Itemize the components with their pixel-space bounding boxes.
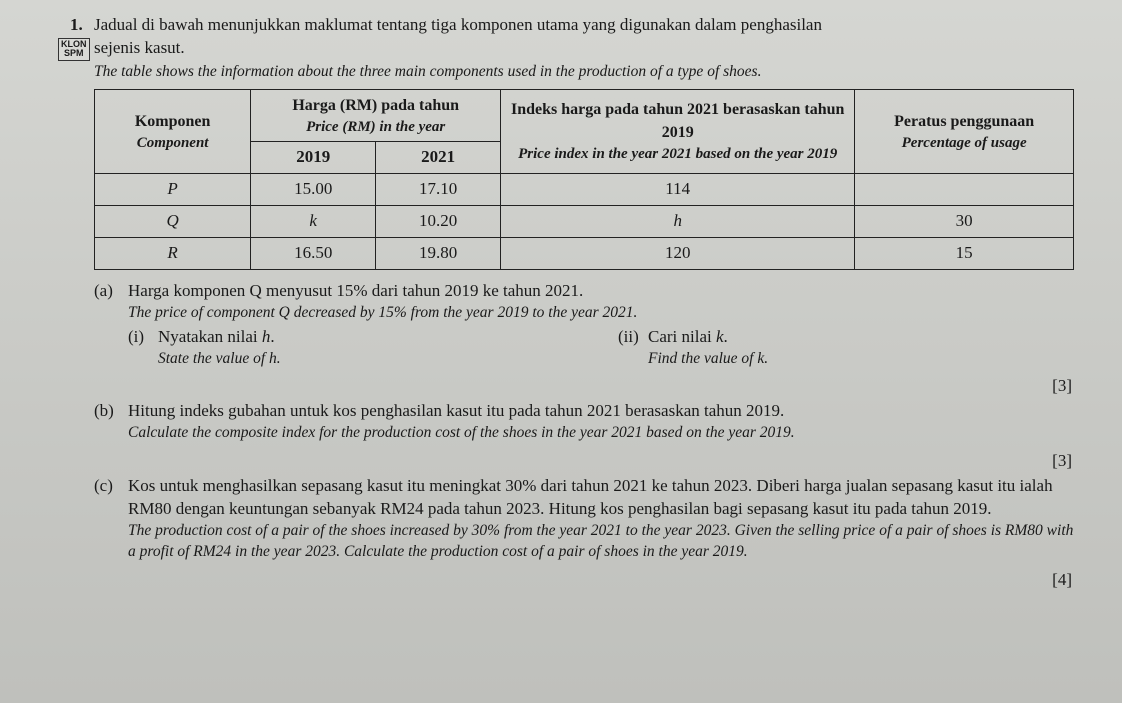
table-row: P 15.00 17.10 114 <box>95 173 1074 205</box>
cell-2019: k <box>251 205 376 237</box>
cell-index: 120 <box>501 237 855 269</box>
part-a-i: (i) Nyatakan nilai h. State the value of… <box>128 326 618 370</box>
lead-line-1: Jadual di bawah menunjukkan maklumat ten… <box>94 14 1084 37</box>
hdr-price: Harga (RM) pada tahun Price (RM) in the … <box>251 89 501 141</box>
part-a-ii-ms: Cari nilai k. <box>648 327 728 346</box>
cell-usage: 15 <box>855 237 1074 269</box>
part-a-ii-label: (ii) <box>618 326 639 349</box>
part-a-ii-en: Find the value of k. <box>648 349 1084 370</box>
hdr-usage-en: Percentage of usage <box>861 133 1067 153</box>
part-c-marks: [4] <box>94 569 1084 592</box>
table-row: R 16.50 19.80 120 15 <box>95 237 1074 269</box>
hdr-index-ms: Indeks harga pada tahun 2021 berasaskan … <box>511 101 844 141</box>
cell-index: h <box>501 205 855 237</box>
part-a: (a) Harga komponen Q menyusut 15% dari t… <box>94 280 1084 370</box>
hdr-index-en: Price index in the year 2021 based on th… <box>507 144 848 164</box>
klon-line2: SPM <box>64 48 84 58</box>
part-b-label: (b) <box>94 400 114 423</box>
part-b-marks: [3] <box>94 450 1084 473</box>
cell-2021: 17.10 <box>376 173 501 205</box>
part-a-i-en: State the value of h. <box>158 349 618 370</box>
cell-2021: 19.80 <box>376 237 501 269</box>
hdr-component: Komponen Component <box>95 89 251 173</box>
part-a-marks: [3] <box>94 375 1084 398</box>
part-b-en: Calculate the composite index for the pr… <box>128 423 1084 444</box>
hdr-component-ms: Komponen <box>135 113 211 130</box>
page: 1. Jadual di bawah menunjukkan maklumat … <box>0 0 1122 703</box>
part-a-i-label: (i) <box>128 326 144 349</box>
part-c-label: (c) <box>94 475 113 498</box>
klon-badge: KLON SPM <box>58 38 90 61</box>
hdr-component-en: Component <box>101 133 244 153</box>
hdr-usage-ms: Peratus penggunaan <box>894 113 1034 130</box>
part-b-ms: Hitung indeks gubahan untuk kos penghasi… <box>128 401 784 420</box>
part-c: (c) Kos untuk menghasilkan sepasang kasu… <box>94 475 1084 563</box>
part-b: (b) Hitung indeks gubahan untuk kos peng… <box>94 400 1084 444</box>
table-header-row-1: Komponen Component Harga (RM) pada tahun… <box>95 89 1074 141</box>
part-c-en: The production cost of a pair of the sho… <box>128 521 1084 563</box>
part-a-label: (a) <box>94 280 113 303</box>
part-a-en: The price of component Q decreased by 15… <box>128 303 1084 324</box>
cell-index: 114 <box>501 173 855 205</box>
cell-2021: 10.20 <box>376 205 501 237</box>
hdr-price-en: Price (RM) in the year <box>257 117 494 137</box>
lead-en: The table shows the information about th… <box>94 62 1084 83</box>
hdr-usage: Peratus penggunaan Percentage of usage <box>855 89 1074 173</box>
parts: (a) Harga komponen Q menyusut 15% dari t… <box>94 280 1084 592</box>
cell-comp: P <box>95 173 251 205</box>
cell-usage <box>855 173 1074 205</box>
table-row: Q k 10.20 h 30 <box>95 205 1074 237</box>
part-a-ms: Harga komponen Q menyusut 15% dari tahun… <box>128 281 583 300</box>
cell-2019: 16.50 <box>251 237 376 269</box>
cell-2019: 15.00 <box>251 173 376 205</box>
cell-comp: Q <box>95 205 251 237</box>
lead-line-2: sejenis kasut. <box>94 37 1084 60</box>
cell-usage: 30 <box>855 205 1074 237</box>
part-a-i-ms: Nyatakan nilai h. <box>158 327 275 346</box>
data-table: Komponen Component Harga (RM) pada tahun… <box>94 89 1074 270</box>
hdr-index: Indeks harga pada tahun 2021 berasaskan … <box>501 89 855 173</box>
part-a-ii: (ii) Cari nilai k. Find the value of k. <box>618 326 1084 370</box>
cell-comp: R <box>95 237 251 269</box>
part-c-ms: Kos untuk menghasilkan sepasang kasut it… <box>128 476 1053 518</box>
hdr-2021: 2021 <box>376 141 501 173</box>
hdr-price-ms: Harga (RM) pada tahun <box>292 97 459 114</box>
question-number: 1. <box>70 14 83 37</box>
hdr-2019: 2019 <box>251 141 376 173</box>
part-a-subparts: (i) Nyatakan nilai h. State the value of… <box>128 326 1084 370</box>
